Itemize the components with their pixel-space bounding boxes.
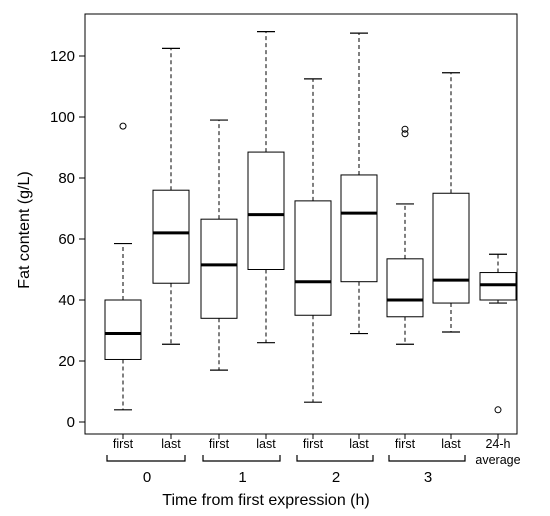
x-tick-label: average bbox=[475, 453, 520, 467]
group-label: 1 bbox=[238, 469, 246, 486]
group-bracket-line bbox=[106, 455, 186, 462]
x-tick-label: first bbox=[395, 437, 416, 451]
box-plot-7 bbox=[386, 125, 424, 345]
x-tick-label: first bbox=[113, 437, 134, 451]
box-plot-4 bbox=[247, 31, 285, 344]
interquartile-box bbox=[247, 151, 285, 270]
interquartile-box bbox=[104, 299, 142, 360]
group-label: 0 bbox=[143, 469, 151, 486]
box-plot-2 bbox=[152, 47, 190, 345]
y-axis-title: Fat content (g/L) bbox=[16, 171, 33, 288]
y-tick-label: 0 bbox=[67, 414, 75, 431]
group-bracket-line bbox=[296, 455, 374, 462]
x-axis-title: Time from first expression (h) bbox=[162, 492, 369, 509]
interquartile-box bbox=[386, 258, 424, 318]
plot-frame bbox=[84, 13, 518, 435]
interquartile-box bbox=[294, 200, 332, 316]
outlier-point bbox=[401, 130, 409, 138]
interquartile-box bbox=[432, 192, 470, 304]
y-tick-label: 120 bbox=[50, 48, 75, 65]
group-label: 3 bbox=[424, 469, 432, 486]
box-plot-8 bbox=[432, 72, 470, 333]
x-tick-label: last bbox=[349, 437, 369, 451]
interquartile-box bbox=[152, 189, 190, 284]
y-tick-label: 20 bbox=[58, 353, 75, 370]
y-tick-label: 40 bbox=[58, 292, 75, 309]
group-bracket-2: 2 bbox=[296, 455, 374, 486]
y-tick-label: 80 bbox=[58, 170, 75, 187]
box-plot-3 bbox=[200, 119, 238, 371]
y-tick-label: 60 bbox=[58, 231, 75, 248]
outlier-point bbox=[119, 122, 127, 130]
box-plot-5 bbox=[294, 78, 332, 403]
interquartile-box bbox=[340, 174, 378, 283]
group-bracket-line bbox=[388, 455, 466, 462]
group-bracket-3: 3 bbox=[388, 455, 466, 486]
interquartile-box bbox=[200, 218, 238, 319]
y-tick-label: 100 bbox=[50, 109, 75, 126]
box-plot-6 bbox=[340, 32, 378, 335]
x-tick-label: first bbox=[209, 437, 230, 451]
x-tick-label: last bbox=[161, 437, 181, 451]
group-bracket-0: 0 bbox=[106, 455, 186, 486]
x-tick-label: last bbox=[256, 437, 276, 451]
outlier-point bbox=[401, 125, 409, 133]
x-tick-label: first bbox=[303, 437, 324, 451]
outlier-point bbox=[494, 406, 502, 414]
x-tick-label: last bbox=[441, 437, 461, 451]
group-bracket-1: 1 bbox=[202, 455, 281, 486]
group-bracket-line bbox=[202, 455, 281, 462]
group-label: 2 bbox=[332, 469, 340, 486]
x-tick-label: 24-h bbox=[485, 437, 510, 451]
box-plot-9 bbox=[479, 253, 517, 414]
box-plot-1 bbox=[104, 122, 142, 411]
interquartile-box bbox=[479, 272, 517, 301]
